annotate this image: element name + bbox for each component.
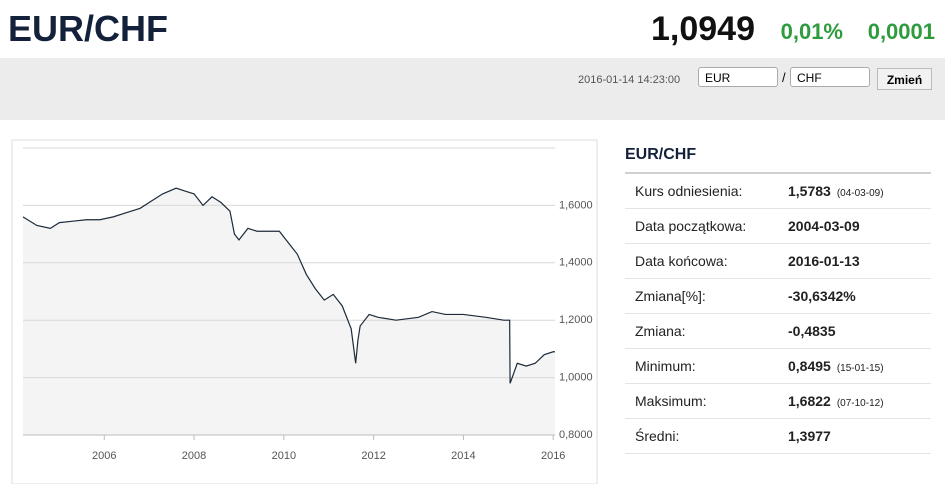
separator: / [782,70,786,85]
table-title: EUR/CHF [625,140,931,174]
stats-table: EUR/CHF Kurs odniesienia: 1,5783 (04-03-09… [625,140,931,454]
row-label: Kurs odniesienia: [635,183,743,199]
value-text: 2016-01-13 [788,253,860,269]
y-tick-label: 1,2000 [559,314,593,326]
value-text: 1,6822 [788,393,831,409]
table-row: Średni: 1,3977 [625,419,931,454]
row-note: (04-03-09) [836,188,884,199]
x-tick-label: 2016 [541,450,565,462]
row-value: 1,3977 [788,428,831,444]
change-pct: 0,01% [780,19,843,44]
y-tick-label: 1,0000 [559,372,593,384]
row-value: -0,4835 [788,323,835,339]
y-tick-label: 1,4000 [559,257,593,269]
row-note: (15-01-15) [836,363,884,374]
x-tick-label: 2008 [182,450,206,462]
rate: 1,0949 [651,10,755,48]
y-tick-label: 0,8000 [559,429,593,441]
row-value: -30,6342% [788,288,856,304]
x-tick-label: 2012 [361,450,385,462]
row-label: Data końcowa: [635,253,728,269]
from-select[interactable]: EUR [698,67,778,87]
x-tick-label: 2010 [272,450,296,462]
table-row: Maksimum: 1,6822 (07-10-12) [625,384,931,419]
title: EUR/CHF [8,8,168,49]
price-line [22,187,555,384]
row-label: Średni: [635,428,680,444]
value-text: 1,5783 [788,183,831,199]
row-note: (07-10-12) [836,398,884,409]
table-row: Kurs odniesienia: 1,5783 (04-03-09) [625,174,931,209]
header: EUR/CHF 1,0949 0,01% 0,0001 [0,0,945,58]
area [23,188,555,435]
to-select[interactable]: CHF [790,67,870,87]
table-row: Zmiana[%]: -30,6342% [625,279,931,314]
row-value: 1,5783 (04-03-09) [788,183,884,199]
row-value: 2016-01-13 [788,253,860,269]
timestamp: 2016-01-14 14:23:00 [578,74,681,86]
toolbar: 2016-01-14 14:23:00 EUR / CHF Zmień [0,58,945,100]
y-tick-label: 1,6000 [559,199,593,211]
row-label: Zmiana: [635,323,686,339]
row-value: 1,6822 (07-10-12) [788,393,884,409]
value-text: 1,3977 [788,428,831,444]
change-button[interactable]: Zmień [877,68,932,90]
row-value: 2004-03-09 [788,218,860,234]
table-row: Data początkowa: 2004-03-09 [625,209,931,244]
x-tick-label: 2014 [451,450,475,462]
row-value: 0,8495 (15-01-15) [788,358,884,374]
x-tick-label: 2006 [92,450,116,462]
row-label: Data początkowa: [635,218,747,234]
value-text: 2004-03-09 [788,218,860,234]
value-text: -30,6342% [788,288,856,304]
row-label: Maksimum: [635,393,707,409]
change: 0,0001 [867,19,935,44]
row-label: Zmiana[%]: [635,288,706,304]
table-row: Data końcowa: 2016-01-13 [625,244,931,279]
table-row: Zmiana: -0,4835 [625,314,931,349]
value-text: 0,8495 [788,358,831,374]
value-text: -0,4835 [788,323,836,339]
row-label: Minimum: [635,358,696,374]
table-row: Minimum: 0,8495 (15-01-15) [625,349,931,384]
